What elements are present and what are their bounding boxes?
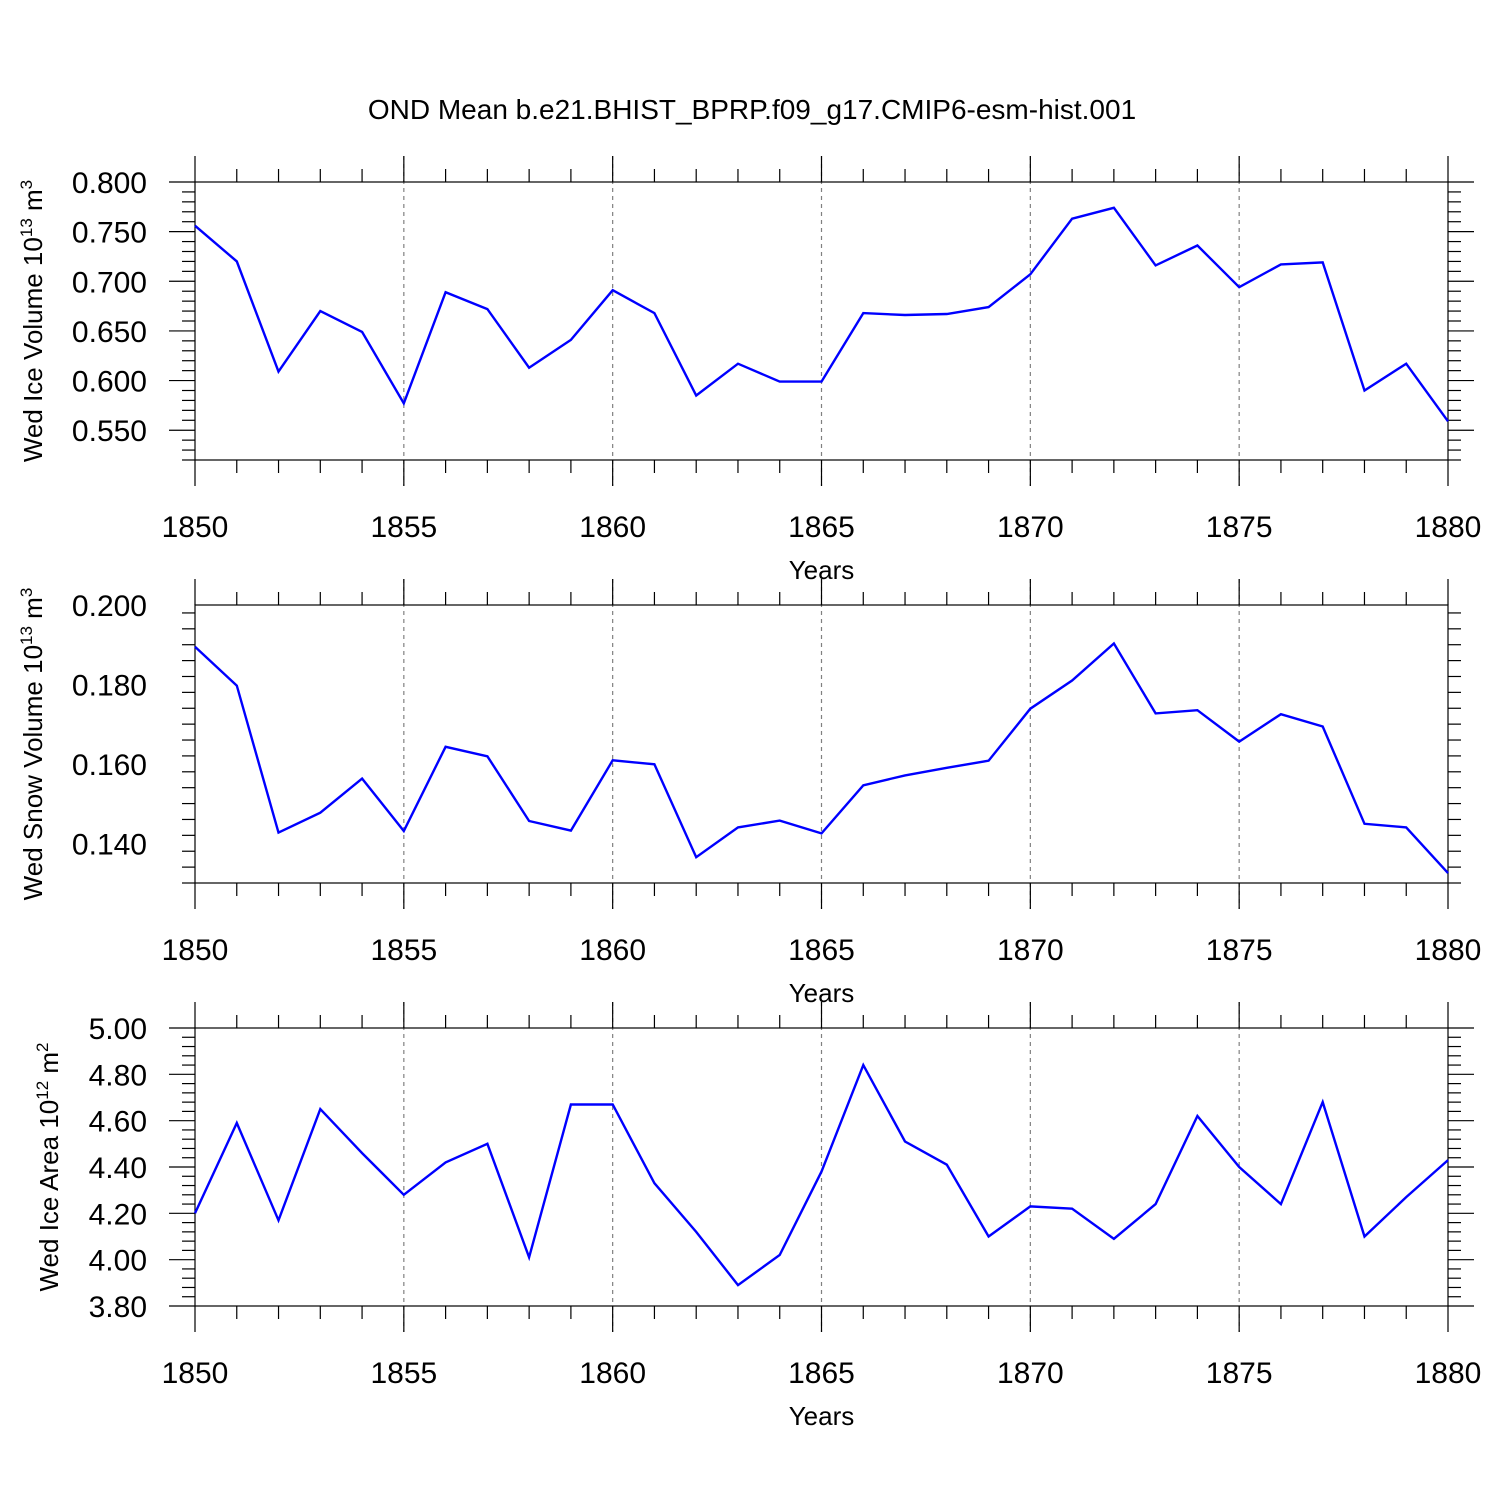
- x-tick-label: 1855: [370, 934, 437, 967]
- y-tick-label: 0.650: [72, 316, 147, 349]
- y-tick-label: 0.700: [72, 266, 147, 299]
- x-tick-label: 1855: [370, 1357, 437, 1390]
- x-tick-label: 1865: [788, 511, 855, 544]
- x-tick-label: 1875: [1206, 1357, 1273, 1390]
- y-tick-label: 0.800: [72, 167, 147, 200]
- x-tick-label: 1870: [997, 934, 1064, 967]
- y-tick-label: 0.160: [72, 749, 147, 782]
- x-tick-label: 1850: [162, 511, 229, 544]
- panels: 0.550 0.600 0.650 0.700 0.750 0.800 1850 1855 18…: [17, 156, 1481, 1431]
- panel-2: 0.140 0.160 0.180 0.200 1850 1855 1860 1865 1870…: [17, 579, 1481, 1008]
- chart-title: OND Mean b.e21.BHIST_BPRP.f09_g17.CMIP6-…: [368, 94, 1136, 125]
- x-tick-label: 1865: [788, 1357, 855, 1390]
- x-tick-label: 1870: [997, 1357, 1064, 1390]
- y-tick-label: 5.00: [89, 1013, 147, 1046]
- y-tick-label: 4.20: [89, 1198, 147, 1231]
- y-axis-label: Wed Ice Area 1012 m2: [33, 1042, 64, 1291]
- x-tick-label: 1850: [162, 934, 229, 967]
- x-tick-label: 1875: [1206, 511, 1273, 544]
- panel-3: 3.80 4.00 4.20 4.40 4.60 4.80 5.00 1850 1855 1860…: [33, 1002, 1481, 1431]
- x-tick-label: 1860: [579, 1357, 646, 1390]
- y-tick-label: 4.40: [89, 1152, 147, 1185]
- y-tick-label: 0.750: [72, 217, 147, 250]
- y-tick-label: 3.80: [89, 1291, 147, 1324]
- y-tick-label: 0.140: [72, 828, 147, 861]
- x-tick-label: 1860: [579, 511, 646, 544]
- x-tick-label: 1865: [788, 934, 855, 967]
- x-tick-label: 1870: [997, 511, 1064, 544]
- y-tick-label: 0.200: [72, 590, 147, 623]
- x-tick-label: 1860: [579, 934, 646, 967]
- y-tick-label: 4.80: [89, 1059, 147, 1092]
- y-tick-label: 4.60: [89, 1106, 147, 1139]
- x-tick-label: 1880: [1415, 511, 1482, 544]
- panel-1: 0.550 0.600 0.650 0.700 0.750 0.800 1850 1855 18…: [17, 156, 1481, 585]
- y-tick-label: 4.00: [89, 1245, 147, 1278]
- x-tick-label: 1850: [162, 1357, 229, 1390]
- y-tick-label: 0.550: [72, 415, 147, 448]
- x-tick-label: 1880: [1415, 1357, 1482, 1390]
- x-tick-label: 1880: [1415, 934, 1482, 967]
- x-tick-label: 1875: [1206, 934, 1273, 967]
- x-axis-label: Years: [789, 1401, 855, 1431]
- x-tick-label: 1855: [370, 511, 437, 544]
- y-axis-label: Wed Ice Volume 1013 m3: [17, 180, 48, 462]
- y-axis-label: Wed Snow Volume 1013 m3: [17, 588, 48, 901]
- y-tick-label: 0.180: [72, 669, 147, 702]
- y-tick-label: 0.600: [72, 366, 147, 399]
